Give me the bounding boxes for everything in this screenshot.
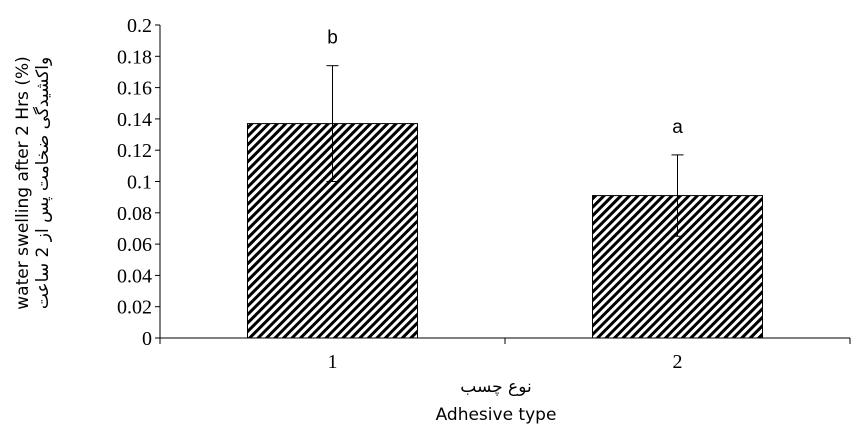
y-axis-title: water swelling after 2 Hrs (%) [13,56,33,310]
significance-letter-2: a [672,117,683,138]
y-tick-label: 0.14 [117,109,152,131]
significance-letters: ba [327,28,683,138]
y-tick-label: 0.12 [117,140,152,162]
x-tick-label: 1 [328,351,338,373]
error-bar-2 [671,154,684,237]
y-tick-label: 0.06 [117,234,152,256]
x-tick-label: 2 [673,351,683,373]
bars [247,123,763,339]
y-tick-label: 0.04 [117,265,152,287]
y-tick-label: 0.08 [117,203,152,225]
significance-letter-1: b [327,28,338,49]
y-tick-label: 0.18 [117,46,152,68]
y-axis-title-persian: واکشیدگی ضخامت پس از 2 ساعت [32,57,53,309]
y-tick-label: 0.1 [127,172,152,194]
y-tick-label: 0.02 [117,297,152,319]
error-bars [326,65,684,237]
x-axis-title-persian: نوع چسب [460,377,531,397]
error-bar-1 [326,65,339,182]
y-tick-label: 0 [142,328,152,350]
y-tick-label: 0.2 [127,15,152,37]
x-axis-title: Adhesive type [436,405,557,425]
y-tick-label: 0.16 [117,78,152,100]
y-axis-ticks: 0 0.02 0.04 0.06 0.08 0.1 0.12 0.14 0.16 0.18 0.2 [117,15,160,350]
